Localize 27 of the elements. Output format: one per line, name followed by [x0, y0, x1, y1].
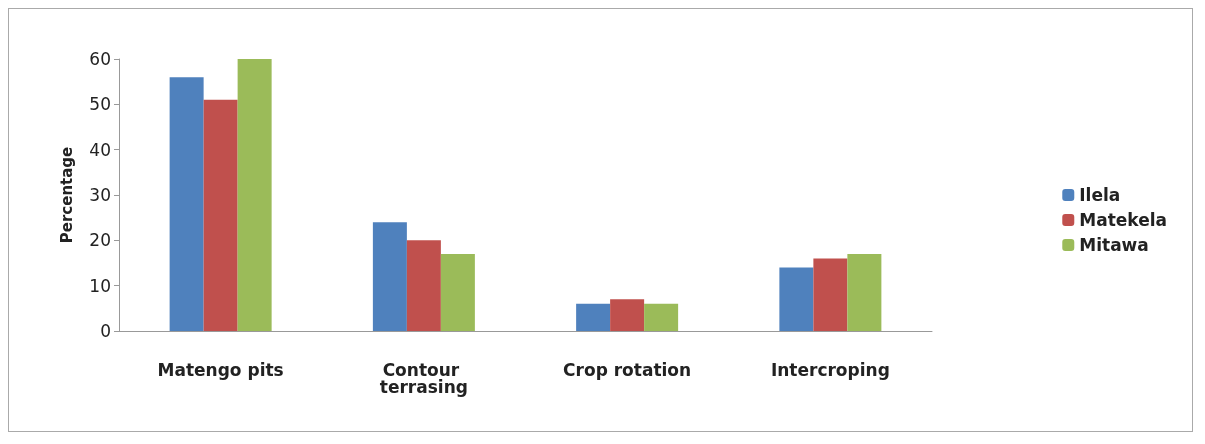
y-tick-label: 60: [89, 49, 111, 69]
x-tick-label: Contour terrasing: [379, 359, 468, 397]
bar: [610, 299, 645, 331]
legend-label: Matekela: [1079, 210, 1168, 230]
y-tick-label: 0: [100, 321, 111, 341]
bar: [576, 303, 611, 331]
x-tick-label: Matengo pits: [157, 359, 284, 380]
y-tick-label: 20: [89, 230, 111, 251]
x-tick-label: Intercroping: [770, 359, 890, 380]
bar: [813, 258, 848, 331]
legend-label: Mitawa: [1079, 235, 1149, 255]
x-tick-label: Crop rotation: [563, 359, 692, 380]
bar: [237, 59, 272, 331]
legend-label: Ilela: [1079, 185, 1121, 205]
bar: [203, 99, 238, 331]
bar: [440, 253, 475, 331]
y-axis-title: Percentage: [57, 146, 76, 244]
bar: [169, 77, 204, 331]
bar: [406, 240, 441, 331]
bar: [644, 303, 679, 331]
y-tick-label: 10: [89, 275, 111, 296]
bar: [372, 222, 407, 331]
y-tick-label: 30: [89, 185, 111, 205]
bar: [779, 267, 814, 331]
bar: [847, 253, 882, 331]
y-tick-label: 50: [89, 94, 111, 115]
y-tick-label: 40: [89, 139, 111, 160]
